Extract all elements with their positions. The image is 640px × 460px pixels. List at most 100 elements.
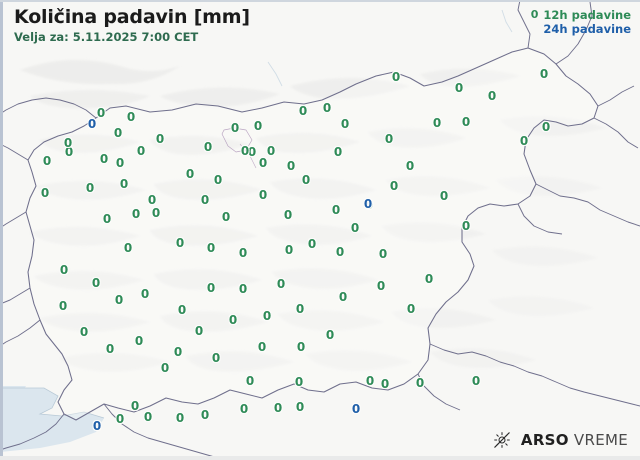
station-marker[interactable]: 0 <box>131 207 141 221</box>
station-marker[interactable]: 0 <box>175 236 185 250</box>
station-marker[interactable]: 0 <box>175 411 185 425</box>
station-marker[interactable]: 0 <box>335 245 345 259</box>
station-marker[interactable]: 0 <box>364 198 374 212</box>
station-marker[interactable]: 0 <box>230 121 240 135</box>
station-marker[interactable]: 0 <box>340 117 350 131</box>
station-marker[interactable]: 0 <box>541 120 551 134</box>
station-marker[interactable]: 0 <box>105 342 115 356</box>
station-marker[interactable]: 0 <box>155 132 165 146</box>
station-marker[interactable]: 0 <box>194 324 204 338</box>
station-marker[interactable]: 0 <box>96 106 106 120</box>
station-marker[interactable]: 0 <box>295 302 305 316</box>
station-marker[interactable]: 0 <box>461 115 471 129</box>
station-marker[interactable]: 0 <box>331 203 341 217</box>
station-marker[interactable]: 0 <box>206 241 216 255</box>
station-marker[interactable]: 0 <box>424 272 434 286</box>
station-marker[interactable]: 0 <box>273 401 283 415</box>
station-marker[interactable]: 0 <box>40 186 50 200</box>
station-marker[interactable]: 0 <box>59 263 69 277</box>
station-marker[interactable]: 0 <box>301 173 311 187</box>
station-marker[interactable]: 0 <box>351 402 361 416</box>
station-marker[interactable]: 0 <box>262 309 272 323</box>
station-marker[interactable]: 0 <box>283 208 293 222</box>
station-marker[interactable]: 0 <box>113 126 123 140</box>
station-marker[interactable]: 0 <box>247 145 257 159</box>
station-marker[interactable]: 0 <box>295 400 305 414</box>
station-marker[interactable]: 0 <box>58 299 68 313</box>
station-marker[interactable]: 0 <box>519 134 529 148</box>
station-marker[interactable]: 0 <box>253 119 263 133</box>
station-marker[interactable]: 0 <box>200 193 210 207</box>
station-marker[interactable]: 0 <box>333 145 343 159</box>
station-marker[interactable]: 0 <box>134 334 144 348</box>
station-marker[interactable]: 0 <box>258 188 268 202</box>
station-marker[interactable]: 0 <box>102 212 112 226</box>
station-marker[interactable]: 0 <box>240 144 250 158</box>
station-marker[interactable]: 0 <box>238 246 248 260</box>
station-marker[interactable]: 0 <box>147 193 157 207</box>
station-marker[interactable]: 0 <box>298 104 308 118</box>
station-marker[interactable]: 0 <box>338 290 348 304</box>
station-marker[interactable]: 0 <box>238 282 248 296</box>
station-marker[interactable]: 0 <box>64 145 74 159</box>
station-marker[interactable]: 0 <box>296 340 306 354</box>
station-marker[interactable]: 0 <box>286 159 296 173</box>
station-marker[interactable]: 0 <box>307 237 317 251</box>
station-marker[interactable]: 0 <box>203 140 213 154</box>
station-marker[interactable]: 0 <box>471 374 481 388</box>
station-marker[interactable]: 0 <box>115 156 125 170</box>
station-marker[interactable]: 0 <box>85 181 95 195</box>
station-marker[interactable]: 0 <box>177 303 187 317</box>
station-marker[interactable]: 0 <box>461 219 471 233</box>
station-marker[interactable]: 0 <box>539 67 549 81</box>
station-marker[interactable]: 0 <box>213 173 223 187</box>
station-marker[interactable]: 0 <box>365 374 375 388</box>
station-marker[interactable]: 0 <box>87 117 97 131</box>
station-marker[interactable]: 0 <box>123 241 133 255</box>
station-marker[interactable]: 0 <box>405 159 415 173</box>
station-marker[interactable]: 0 <box>389 179 399 193</box>
station-marker[interactable]: 0 <box>276 277 286 291</box>
station-marker[interactable]: 0 <box>211 351 221 365</box>
station-marker[interactable]: 0 <box>136 144 146 158</box>
station-marker[interactable]: 0 <box>294 375 304 389</box>
station-marker[interactable]: 0 <box>258 156 268 170</box>
station-marker[interactable]: 0 <box>126 110 136 124</box>
station-marker[interactable]: 0 <box>266 144 276 158</box>
station-marker[interactable]: 0 <box>245 374 255 388</box>
station-marker[interactable]: 0 <box>384 132 394 146</box>
station-marker[interactable]: 0 <box>173 345 183 359</box>
station-marker[interactable]: 0 <box>79 325 89 339</box>
station-marker[interactable]: 0 <box>151 206 161 220</box>
station-marker[interactable]: 0 <box>439 189 449 203</box>
station-marker[interactable]: 0 <box>119 177 129 191</box>
station-marker[interactable]: 0 <box>160 361 170 375</box>
station-marker[interactable]: 0 <box>115 412 125 426</box>
station-marker[interactable]: 0 <box>350 221 360 235</box>
station-marker[interactable]: 0 <box>140 287 150 301</box>
station-marker[interactable]: 0 <box>363 197 373 211</box>
station-marker[interactable]: 0 <box>415 376 425 390</box>
station-marker[interactable]: 0 <box>206 281 216 295</box>
station-marker[interactable]: 0 <box>325 328 335 342</box>
station-marker[interactable]: 0 <box>228 313 238 327</box>
station-marker[interactable]: 0 <box>284 243 294 257</box>
station-marker[interactable]: 0 <box>406 302 416 316</box>
station-marker[interactable]: 0 <box>239 402 249 416</box>
station-marker[interactable]: 0 <box>322 101 332 115</box>
station-marker[interactable]: 0 <box>380 377 390 391</box>
station-marker[interactable]: 0 <box>63 136 73 150</box>
station-marker[interactable]: 0 <box>99 152 109 166</box>
station-marker[interactable]: 0 <box>92 419 102 433</box>
station-marker[interactable]: 0 <box>257 340 267 354</box>
station-marker[interactable]: 0 <box>487 89 497 103</box>
station-marker[interactable]: 0 <box>391 70 401 84</box>
station-marker[interactable]: 0 <box>143 410 153 424</box>
station-marker[interactable]: 0 <box>454 81 464 95</box>
station-marker[interactable]: 0 <box>200 408 210 422</box>
station-marker[interactable]: 0 <box>185 167 195 181</box>
station-marker[interactable]: 0 <box>432 116 442 130</box>
station-marker[interactable]: 0 <box>221 210 231 224</box>
station-marker[interactable]: 0 <box>114 293 124 307</box>
